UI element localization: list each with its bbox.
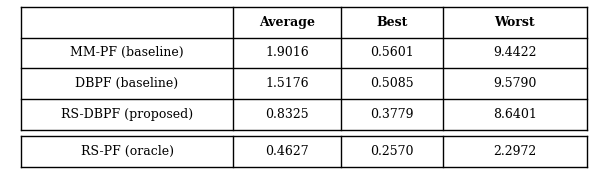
Text: 1.5176: 1.5176 [265, 77, 309, 90]
Text: 0.2570: 0.2570 [370, 145, 414, 158]
Text: 0.3779: 0.3779 [370, 108, 414, 121]
Text: 9.4422: 9.4422 [493, 46, 536, 60]
Text: RS-DBPF (proposed): RS-DBPF (proposed) [61, 108, 193, 121]
Text: 0.5085: 0.5085 [370, 77, 414, 90]
Text: 9.5790: 9.5790 [493, 77, 536, 90]
Text: Average: Average [259, 16, 315, 29]
Text: 0.8325: 0.8325 [265, 108, 309, 121]
Text: RS-PF (oracle): RS-PF (oracle) [80, 145, 173, 158]
Text: 1.9016: 1.9016 [265, 46, 309, 60]
Text: Best: Best [376, 16, 408, 29]
Text: MM-PF (baseline): MM-PF (baseline) [70, 46, 184, 60]
Text: Worst: Worst [495, 16, 535, 29]
Text: 8.6401: 8.6401 [493, 108, 537, 121]
Text: DBPF (baseline): DBPF (baseline) [76, 77, 179, 90]
Text: 0.5601: 0.5601 [370, 46, 414, 60]
Text: 2.2972: 2.2972 [493, 145, 536, 158]
Text: 0.4627: 0.4627 [265, 145, 309, 158]
